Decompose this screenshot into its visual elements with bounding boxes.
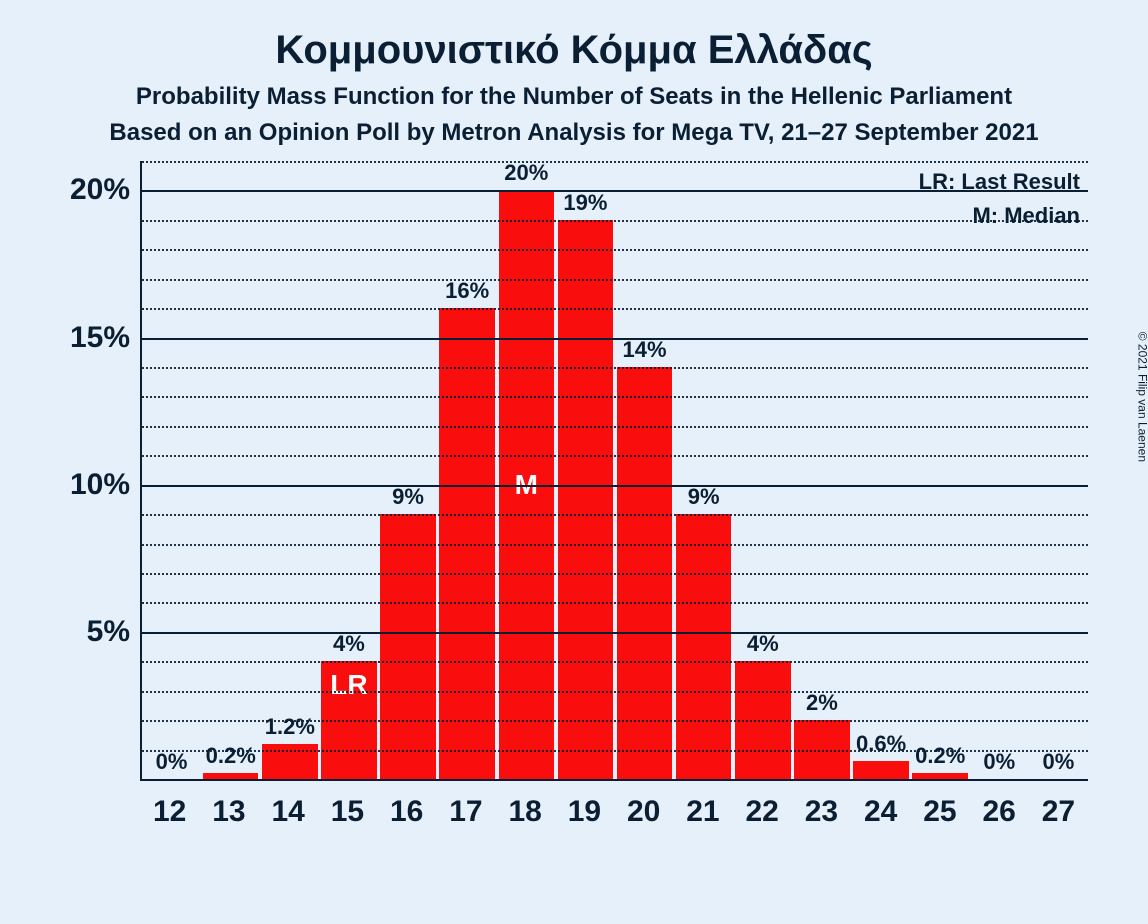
x-tick-label: 13 [199,781,258,841]
bar-slot: 0% [970,161,1029,779]
bar-slot: 9% [379,161,438,779]
bar-slot: 0.2% [201,161,260,779]
bar-value-label: 19% [563,190,607,220]
bar-slot: 2% [792,161,851,779]
bar-slot: 16% [438,161,497,779]
bar-value-label: 1.2% [265,714,315,744]
bar-value-label: 0% [156,749,188,779]
gridline-minor [142,750,1088,752]
y-tick-label: 5% [87,615,142,649]
chart-title: Κομμουνιστικό Κόμμα Ελλάδας [30,28,1118,73]
gridline-minor [142,308,1088,310]
x-tick-label: 15 [318,781,377,841]
bar: 0.6% [853,761,909,779]
gridline-major [142,485,1088,487]
bar-slot: 19% [556,161,615,779]
bars-group: 0%0.2%1.2%4%LR9%16%20%M19%14%9%4%2%0.6%0… [142,161,1088,779]
bar-value-label: 0% [983,749,1015,779]
bar-slot: 9% [674,161,733,779]
gridline-minor [142,249,1088,251]
chart-subtitle-2: Based on an Opinion Poll by Metron Analy… [30,119,1118,147]
x-tick-label: 17 [436,781,495,841]
x-tick-label: 23 [792,781,851,841]
chart-area: LR: Last ResultM: Median 0% 0.2% 1.2% 4% LR 9… [140,161,1088,841]
x-tick-label: 18 [496,781,555,841]
bar-slot: 20%M [497,161,556,779]
x-tick-label: 20 [614,781,673,841]
bar-slot: 0.6% [852,161,911,779]
bar-value-label: 2% [806,690,838,720]
y-tick-label: 15% [70,321,142,355]
x-tick-label: 14 [259,781,318,841]
gridline-minor [142,573,1088,575]
y-tick-label: 10% [70,468,142,502]
bar-slot: 0.2% [911,161,970,779]
gridline-minor [142,514,1088,516]
bar-slot: 0% [142,161,201,779]
bar-value-label: 4% [747,631,779,661]
gridline-minor [142,161,1088,163]
bar-value-label: 0.2% [206,743,256,773]
bar-slot: 4% LR [319,161,378,779]
bar-value-label: 20% [504,160,548,190]
gridline-minor [142,279,1088,281]
bar-value-label: 14% [623,337,667,367]
x-tick-label: 22 [733,781,792,841]
gridline-minor [142,396,1088,398]
bar: 9% [676,514,732,779]
bar-slot: 0% [1029,161,1088,779]
x-tick-label: 26 [970,781,1029,841]
bar: 0.2% [912,773,968,779]
legend: LR: Last ResultM: Median [919,165,1080,233]
chart-container: © 2021 Filip van Laenen Κομμουνιστικό Κό… [0,0,1148,924]
bar-annotation: LR [330,669,367,701]
x-tick-label: 21 [673,781,732,841]
gridline-minor [142,544,1088,546]
bar: 9% [380,514,436,779]
bar-value-label: 9% [688,484,720,514]
bar-value-label: 4% [333,631,365,661]
legend-line: M: Median [919,199,1080,233]
x-tick-label: 27 [1029,781,1088,841]
bar: 0.2% [203,773,259,779]
bar-slot: 4% [733,161,792,779]
x-axis: 12131415161718192021222324252627 [140,781,1088,841]
gridline-minor [142,720,1088,722]
bar-value-label: 9% [392,484,424,514]
x-tick-label: 24 [851,781,910,841]
bar-value-label: 0% [1043,749,1075,779]
gridline-minor [142,426,1088,428]
plot-area: LR: Last ResultM: Median 0% 0.2% 1.2% 4% LR 9… [140,161,1088,781]
bar-slot: 14% [615,161,674,779]
x-tick-label: 16 [377,781,436,841]
gridline-major [142,338,1088,340]
x-tick-label: 25 [910,781,969,841]
gridline-minor [142,691,1088,693]
gridline-minor [142,661,1088,663]
gridline-minor [142,455,1088,457]
x-tick-label: 19 [555,781,614,841]
bar: 19% [558,220,614,779]
gridline-major [142,632,1088,634]
chart-subtitle-1: Probability Mass Function for the Number… [30,83,1118,111]
gridline-minor [142,602,1088,604]
bar-slot: 1.2% [260,161,319,779]
bar-value-label: 0.2% [915,743,965,773]
copyright-text: © 2021 Filip van Laenen [1135,332,1148,462]
y-tick-label: 20% [70,173,142,207]
bar-value-label: 16% [445,278,489,308]
gridline-minor [142,367,1088,369]
legend-line: LR: Last Result [919,165,1080,199]
x-tick-label: 12 [140,781,199,841]
bar-value-label: 0.6% [856,731,906,761]
